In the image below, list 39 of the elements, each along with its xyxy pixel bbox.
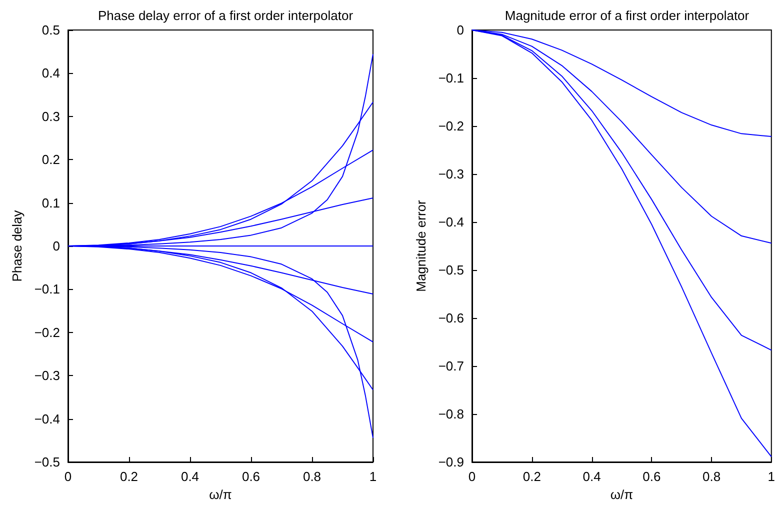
x-tick-label: 1	[768, 469, 775, 484]
x-tick-label: 0.8	[302, 469, 322, 484]
y-axis-title: Magnitude error	[413, 199, 428, 292]
x-tick-label: 0.8	[702, 469, 721, 484]
x-tick-label: 0.2	[120, 469, 138, 484]
y-tick-label: 0.3	[42, 108, 60, 124]
y-tick-label: −0.2	[34, 324, 60, 340]
x-tick-label: 0.4	[582, 469, 601, 484]
y-tick-label: −0.5	[34, 454, 60, 470]
y-tick-label: 0.4	[42, 66, 60, 81]
y-tick-label: −0.4	[438, 214, 464, 230]
y-tick-label: 0.2	[42, 152, 60, 168]
y-tick-label: −0.3	[438, 166, 464, 182]
x-tick-label: 0.2	[522, 469, 541, 484]
y-axis-title: Phase delay	[9, 210, 24, 282]
chart-title: Phase delay error of a first order interpolator	[98, 8, 354, 23]
y-tick-label: −0.3	[34, 368, 60, 384]
chart-title: Magnitude error of a first order interpolator	[504, 8, 750, 23]
y-tick-label: −0.2	[438, 118, 464, 134]
x-tick-label: 0	[64, 469, 72, 484]
x-tick-label: 0.6	[642, 469, 661, 484]
y-tick-label: −0.5	[438, 262, 464, 278]
y-tick-label: −0.9	[438, 454, 464, 470]
x-tick-label: 0.6	[242, 469, 260, 484]
y-tick-label: −0.7	[438, 358, 464, 374]
x-tick-label: 1	[369, 469, 377, 484]
y-tick-label: −0.6	[438, 310, 464, 326]
x-axis-title: ω/π	[610, 486, 634, 502]
y-tick-label: −0.1	[438, 70, 464, 86]
x-tick-label: 0.4	[180, 469, 200, 484]
y-tick-label: −0.8	[438, 406, 464, 422]
x-axis-title: ω/π	[209, 486, 232, 502]
y-tick-label: 0.1	[42, 195, 60, 210]
x-tick-label: 0	[468, 469, 476, 484]
y-tick-label: 0	[52, 238, 60, 254]
y-tick-label: 0.5	[42, 22, 60, 38]
y-tick-label: 0	[456, 22, 464, 38]
y-tick-label: −0.4	[34, 411, 60, 426]
y-tick-label: −0.1	[34, 282, 60, 297]
